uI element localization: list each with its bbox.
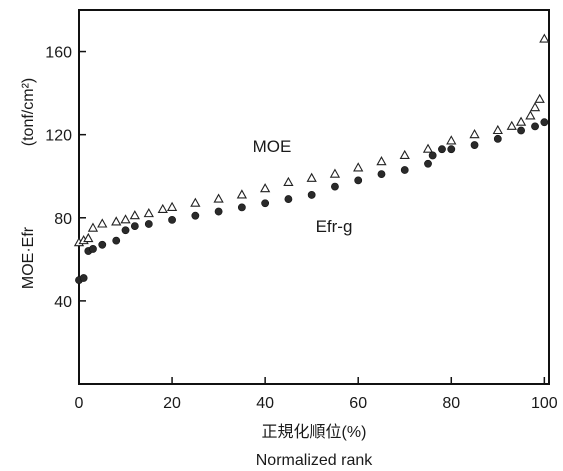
y-tick-label: 120: [45, 128, 72, 145]
data-point-efr-g: [79, 274, 88, 282]
data-point-moe: [97, 218, 108, 228]
x-tick-label: 40: [256, 395, 274, 412]
data-point-efr-g: [112, 236, 121, 245]
data-point-efr-g: [144, 220, 153, 228]
data-point-efr-g: [89, 245, 97, 253]
data-point-moe: [446, 135, 457, 145]
series-layer: [73, 33, 550, 285]
annotation-moe: MOE: [253, 137, 292, 156]
data-point-efr-g: [331, 182, 339, 191]
data-point-efr-g: [517, 126, 525, 135]
y-axis-title: MOE·Efr: [20, 226, 37, 289]
annotation-efr-g: Efr-g: [316, 217, 353, 236]
x-tick-label: 80: [442, 395, 460, 412]
data-point-efr-g: [98, 240, 107, 249]
data-point-moe: [83, 232, 94, 243]
data-point-efr-g: [307, 191, 316, 199]
data-point-efr-g: [214, 207, 223, 216]
data-point-efr-g: [438, 145, 446, 154]
data-point-moe: [534, 93, 545, 103]
data-point-moe: [329, 168, 341, 178]
data-point-moe: [525, 110, 536, 120]
x-tick-label: 0: [75, 395, 84, 412]
x-tick-label: 100: [531, 395, 558, 412]
x-axis: 0 20 40 60 80 100: [75, 377, 558, 412]
data-point-moe: [120, 214, 131, 224]
data-point-moe: [260, 183, 271, 193]
x-axis-title-jp: 正規化順位(%): [262, 423, 367, 441]
data-point-moe: [469, 129, 480, 139]
data-point-moe: [506, 120, 517, 130]
data-point-moe: [190, 197, 201, 207]
data-point-moe: [166, 201, 178, 211]
data-point-efr-g: [261, 199, 270, 208]
data-point-efr-g: [531, 122, 539, 131]
data-point-efr-g: [428, 151, 437, 160]
data-point-efr-g: [237, 203, 246, 212]
data-point-moe: [129, 210, 140, 220]
series-moe: [73, 33, 550, 247]
data-point-moe: [399, 149, 410, 159]
series-efr-g: [75, 118, 549, 285]
data-point-moe: [515, 116, 527, 126]
data-point-efr-g: [400, 166, 409, 174]
y-tick-label: 80: [54, 211, 72, 228]
data-point-efr-g: [284, 195, 293, 203]
data-point-moe: [143, 207, 154, 218]
data-point-efr-g: [540, 118, 549, 127]
data-point-moe: [157, 203, 168, 214]
y-axis-unit: (tonf/cm²): [20, 78, 37, 146]
x-axis-title: Normalized rank: [256, 452, 373, 469]
data-point-efr-g: [130, 222, 139, 230]
data-point-moe: [422, 143, 434, 153]
x-tick-label: 60: [349, 395, 367, 412]
data-point-moe: [492, 124, 503, 135]
data-point-moe: [529, 102, 541, 112]
data-point-efr-g: [168, 215, 176, 224]
y-tick-label: 160: [45, 45, 72, 62]
data-point-moe: [283, 176, 294, 187]
data-point-moe: [111, 216, 122, 226]
plot-frame: [78, 9, 550, 385]
data-point-moe: [306, 172, 317, 182]
data-point-efr-g: [354, 176, 363, 185]
x-tick-label: 20: [163, 395, 181, 412]
data-point-efr-g: [424, 159, 432, 168]
data-point-moe: [87, 222, 99, 232]
data-point-efr-g: [470, 141, 479, 149]
data-point-moe: [539, 33, 550, 43]
data-point-efr-g: [377, 170, 386, 179]
data-point-moe: [376, 156, 387, 166]
y-axis: 40 80 120 160: [45, 45, 86, 311]
data-point-moe: [353, 162, 364, 172]
data-point-efr-g: [447, 145, 456, 154]
data-point-moe: [236, 189, 248, 199]
data-point-efr-g: [493, 134, 502, 143]
data-point-moe: [213, 193, 224, 203]
y-tick-label: 40: [54, 294, 72, 311]
data-point-efr-g: [121, 226, 130, 235]
data-point-efr-g: [191, 211, 200, 220]
